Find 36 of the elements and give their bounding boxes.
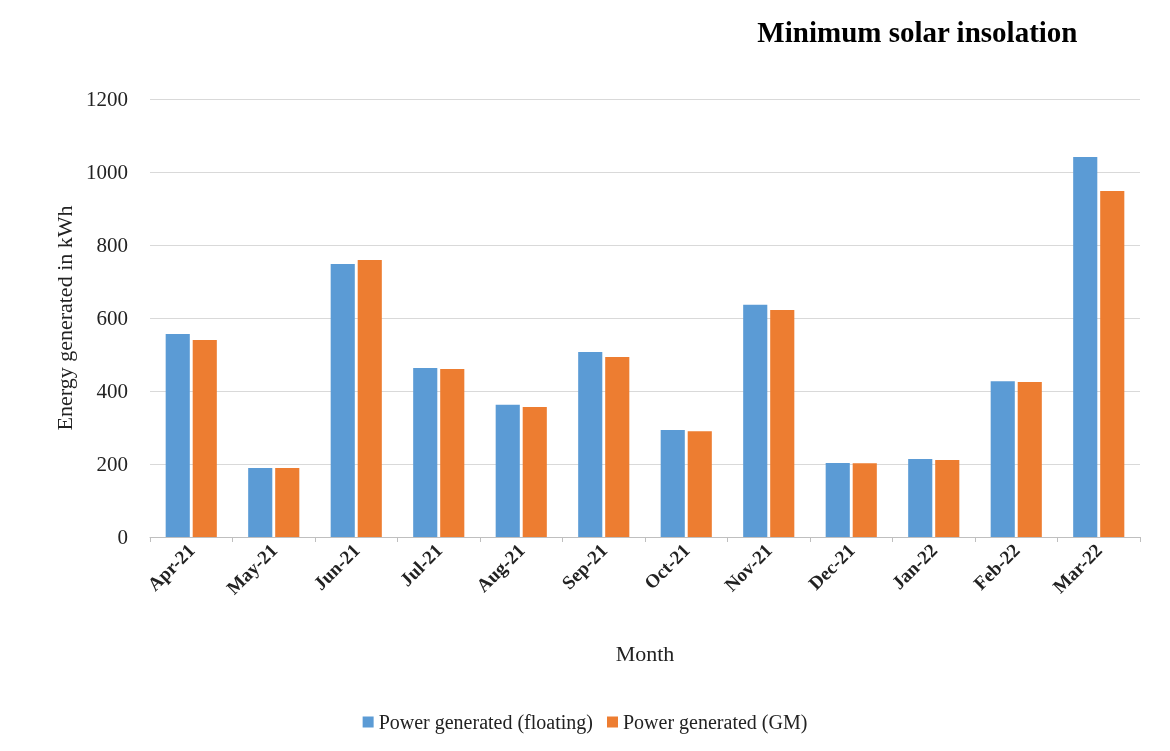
legend-label: Power generated (floating) <box>378 711 593 734</box>
y-axis-title: Energy generated in kWh <box>51 205 77 431</box>
legend-label: Power generated (GM) <box>622 711 808 734</box>
bar <box>357 259 382 537</box>
y-tick-label: 800 <box>96 233 128 257</box>
bar <box>440 369 465 537</box>
bar <box>990 381 1015 537</box>
y-tick-label: 400 <box>96 379 128 403</box>
bar <box>578 351 603 537</box>
bar <box>852 463 877 537</box>
bar <box>687 431 712 537</box>
bar <box>165 334 190 537</box>
bar <box>825 462 850 537</box>
y-tick-label: 1000 <box>86 160 128 184</box>
bar <box>1017 381 1042 537</box>
bar <box>660 430 685 537</box>
bar <box>743 304 768 537</box>
bar <box>192 339 217 537</box>
bar <box>1100 190 1125 537</box>
bar <box>935 459 960 537</box>
bar <box>413 368 438 537</box>
bar <box>908 458 933 537</box>
bar <box>605 357 630 537</box>
bar <box>330 263 355 537</box>
bar <box>1073 157 1098 537</box>
y-tick-label: 0 <box>117 525 128 549</box>
bar <box>522 407 547 537</box>
x-axis-title: Month <box>615 640 675 666</box>
bar <box>770 309 795 537</box>
y-tick-label: 200 <box>96 452 128 476</box>
bar <box>275 468 300 537</box>
bar <box>495 404 520 537</box>
bar <box>248 468 273 537</box>
y-tick-label: 1200 <box>86 87 128 111</box>
y-tick-label: 600 <box>96 306 128 330</box>
chart-title: Minimum solar insolation <box>757 15 1078 48</box>
